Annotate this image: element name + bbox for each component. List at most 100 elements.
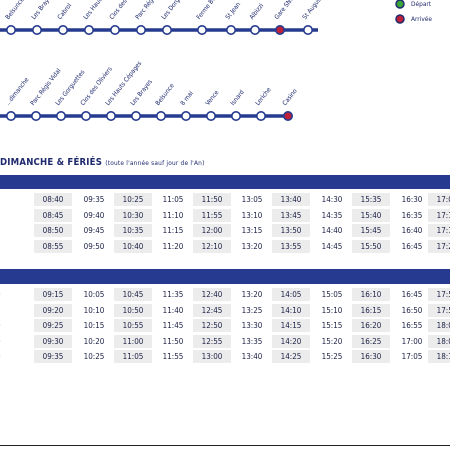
- time-cell: 5: [0, 209, 10, 222]
- time-cell: 10:15: [83, 321, 105, 330]
- time-cell: 17:50: [428, 288, 450, 301]
- line-1-diagram: [0, 24, 318, 35]
- stop-dot: [110, 24, 121, 35]
- time-cell: 14:35: [321, 210, 343, 220]
- time-cell: 10:40: [114, 239, 152, 253]
- table-2-header-band: [0, 269, 450, 284]
- time-cell: 09:45: [83, 226, 105, 235]
- stop-dot: [31, 24, 42, 35]
- stop-dot: [302, 24, 313, 35]
- time-cell: 10:45: [114, 288, 152, 301]
- time-cell: 12:45: [193, 303, 231, 317]
- table-row: 5 08:40 09:35 10:25 11:05 11:50 13:05 13:40 14:3…: [0, 193, 450, 206]
- time-cell: 11:55: [162, 352, 184, 361]
- time-cell: 13:45: [272, 208, 310, 222]
- time-cell: 11:40: [162, 305, 184, 315]
- time-cell: 15:10: [321, 305, 343, 315]
- time-cell: 16:50: [401, 305, 423, 315]
- time-cell: 12:50: [193, 319, 231, 332]
- time-cell: 14:30: [321, 195, 343, 204]
- time-cell: 14:15: [272, 319, 310, 332]
- time-cell: 17:05: [428, 193, 450, 206]
- time-cell: 5: [0, 193, 10, 206]
- section-title-subtitle: (toute l'année sauf jour de l'An): [105, 159, 205, 167]
- time-cell: 09:35: [83, 195, 105, 204]
- time-cell: 5: [0, 304, 10, 317]
- time-cell: 18:05: [428, 334, 450, 348]
- table-row: 0 09:30 10:20 11:00 11:50 12:55 13:35 14:20 15:2…: [0, 334, 450, 348]
- time-cell: 16:45: [401, 241, 423, 251]
- time-cell: 13:10: [241, 210, 263, 220]
- legend-markers: [395, 0, 405, 24]
- time-cell: 11:10: [162, 210, 184, 220]
- time-cell: 14:40: [321, 226, 343, 235]
- time-cell: 15:45: [352, 224, 390, 237]
- time-cell: 13:00: [193, 350, 231, 363]
- time-cell: 0: [0, 350, 10, 363]
- section-title-main: DIMANCHE & FÉRIÉS: [0, 157, 103, 168]
- time-cell: 15:20: [321, 336, 343, 346]
- time-cell: 13:50: [272, 224, 310, 237]
- time-cell: 09:35: [34, 350, 72, 363]
- time-cell: 17:00: [401, 336, 423, 346]
- time-cell: 10:50: [114, 303, 152, 317]
- time-cell: 16:15: [352, 303, 390, 317]
- stop-dot: [106, 110, 117, 121]
- stop-dot: [197, 24, 208, 35]
- time-cell: 13:20: [241, 290, 263, 299]
- arrivee-marker: [395, 14, 405, 24]
- time-cell: 17:10: [428, 208, 450, 222]
- time-cell: 09:50: [83, 241, 105, 251]
- time-cell: 13:40: [272, 193, 310, 206]
- line-2-diagram: [0, 110, 293, 121]
- time-cell: 10:20: [83, 336, 105, 346]
- time-cell: 0: [0, 319, 10, 332]
- time-cell: 12:10: [193, 239, 231, 253]
- time-cell: 15:35: [352, 193, 390, 206]
- stop-dot: [231, 110, 242, 121]
- time-cell: 17:20: [428, 239, 450, 253]
- stop-dot: [55, 110, 66, 121]
- time-cell: 16:55: [401, 321, 423, 330]
- time-cell: 08:40: [34, 193, 72, 206]
- stop-dot: [6, 110, 16, 121]
- table-row: 0 09:15 10:05 10:45 11:35 12:40 13:20 14:05 15:0…: [0, 288, 450, 301]
- time-cell: 15:05: [321, 290, 343, 299]
- time-cell: 18:10: [428, 350, 450, 363]
- time-cell: 0: [0, 335, 10, 348]
- time-cell: 13:20: [241, 241, 263, 251]
- time-cell: 15:50: [352, 239, 390, 253]
- legend-depart-label: Départ: [411, 0, 432, 8]
- time-cell: 14:10: [272, 303, 310, 317]
- section-title: DIMANCHE & FÉRIÉS (toute l'année sauf jo…: [0, 157, 205, 168]
- time-cell: 11:05: [114, 350, 152, 363]
- time-cell: 10:55: [114, 319, 152, 332]
- time-cell: 13:55: [272, 239, 310, 253]
- time-cell: 08:55: [34, 239, 72, 253]
- time-cell: 16:25: [352, 334, 390, 348]
- time-cell: 14:25: [272, 350, 310, 363]
- time-cell: 13:05: [241, 195, 263, 204]
- time-cell: 10:10: [83, 305, 105, 315]
- time-cell: 08:50: [34, 224, 72, 237]
- time-cell: 16:20: [352, 319, 390, 332]
- time-cell: 10:35: [114, 224, 152, 237]
- time-cell: 09:20: [34, 303, 72, 317]
- stop-dot: [226, 24, 237, 35]
- time-cell: 16:30: [401, 195, 423, 204]
- bottom-rule: [0, 445, 450, 447]
- stop-dot: [156, 110, 167, 121]
- stop-dot: [250, 24, 261, 35]
- time-cell: 11:00: [114, 334, 152, 348]
- time-cell: 15:40: [352, 208, 390, 222]
- time-cell: 15:25: [321, 352, 343, 361]
- time-cell: 09:30: [34, 334, 72, 348]
- table-row: 5 09:20 10:10 10:50 11:40 12:45 13:25 14:10 15:1…: [0, 303, 450, 317]
- time-cell: 16:10: [352, 288, 390, 301]
- time-cell: 17:55: [428, 303, 450, 317]
- stop-dot: [131, 110, 142, 121]
- time-cell: 09:40: [83, 210, 105, 220]
- stop-dot: [181, 110, 192, 121]
- time-cell: 09:15: [34, 288, 72, 301]
- table-row: 5 08:45 09:40 10:30 11:10 11:55 13:10 13:45 14:3…: [0, 208, 450, 222]
